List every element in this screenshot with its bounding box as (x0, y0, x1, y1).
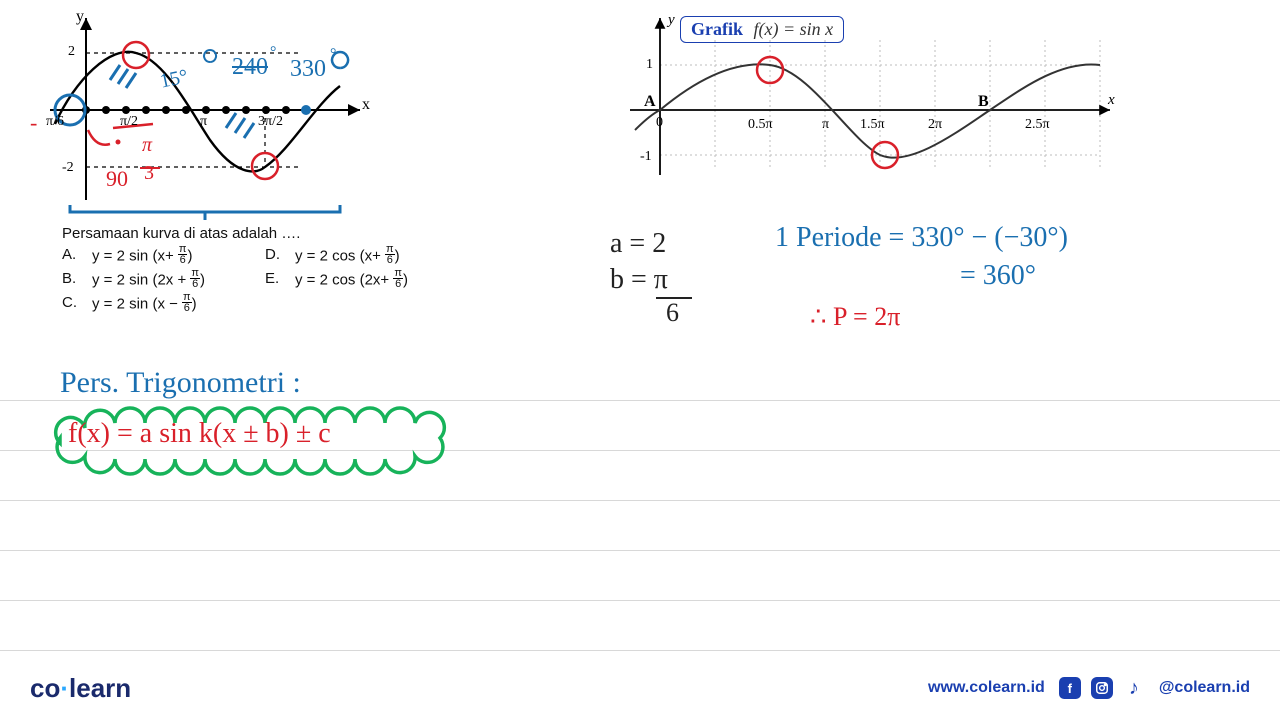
page-canvas: y x 2 -2 π/6 π/2 π 3π/2 - 15° 240 330 ° … (0, 0, 1280, 720)
svg-text:2.5π: 2.5π (1025, 117, 1050, 132)
svg-text:0: 0 (656, 115, 663, 130)
x-axis-label: x (362, 96, 370, 114)
pers-title: Pers. Trigonometri : (60, 366, 301, 400)
choice-text: y = 2 sin (2x + π6) (92, 270, 205, 291)
formula-text: f(x) = a sin k(x ± b) ± c (68, 418, 331, 450)
xtick-pi2: π/2 (120, 114, 138, 130)
footer-handle[interactable]: @colearn.id (1159, 679, 1250, 697)
svg-text:1.5π: 1.5π (860, 117, 885, 132)
ann-330: 330 (290, 56, 326, 83)
choice-letter: A. (62, 246, 80, 267)
periode-2: = 360° (960, 260, 1036, 292)
svg-text:B: B (978, 93, 989, 110)
svg-text:y: y (666, 12, 675, 28)
tiktok-icon[interactable]: ♪ (1123, 677, 1145, 699)
svg-text:A: A (644, 93, 656, 110)
svg-text:2π: 2π (928, 117, 942, 132)
left-graph-svg (40, 10, 380, 220)
choice-letter: B. (62, 270, 80, 291)
xtick-pi6: π/6 (46, 114, 64, 130)
choice-letter: D. (265, 246, 283, 267)
footer: co·learn www.colearn.id f ♪ @colearn.id (0, 668, 1280, 708)
svg-text:1: 1 (646, 57, 653, 72)
choices-col-1: A. y = 2 sin (x+ π6) B. y = 2 sin (2x + … (62, 246, 205, 315)
svg-text:-1: -1 (640, 149, 652, 164)
svg-text:π: π (822, 117, 829, 132)
brand-pre: co (30, 673, 60, 703)
question-block: Persamaan kurva di atas adalah …. A. y =… (62, 225, 602, 315)
right-graph: A B y x 1 -1 0 0.5π π 1.5π 2π 2.5π (600, 10, 1120, 210)
b-equals-den: 6 (666, 298, 679, 328)
choice-c[interactable]: C. y = 2 sin (x − π6) (62, 294, 205, 315)
choice-a[interactable]: A. y = 2 sin (x+ π6) (62, 246, 205, 267)
rule-line (0, 400, 1280, 401)
choices: A. y = 2 sin (x+ π6) B. y = 2 sin (2x + … (62, 246, 602, 315)
ann-240: 240 (232, 54, 268, 81)
footer-right: www.colearn.id f ♪ @colearn.id (928, 677, 1250, 699)
ann-pi: π (142, 134, 152, 157)
formula-cloud: f(x) = a sin k(x ± b) ± c (50, 408, 490, 468)
choice-e[interactable]: E. y = 2 cos (2x+ π6) (265, 270, 408, 291)
y-axis-label: y (76, 8, 84, 26)
choice-text: y = 2 sin (x+ π6) (92, 246, 192, 267)
periode-1: 1 Periode = 330° − (−30°) (775, 222, 1068, 254)
instagram-icon[interactable] (1091, 677, 1113, 699)
ann-90: 90 (106, 166, 128, 192)
choice-text: y = 2 cos (2x+ π6) (295, 270, 408, 291)
choice-text: y = 2 sin (x − π6) (92, 294, 197, 315)
choices-col-2: D. y = 2 cos (x+ π6) E. y = 2 cos (2x+ π… (265, 246, 408, 315)
choice-letter: E. (265, 270, 283, 291)
neg-sign: - (30, 110, 37, 136)
svg-text:0.5π: 0.5π (748, 117, 773, 132)
question-prompt: Persamaan kurva di atas adalah …. (62, 225, 602, 242)
b-equals-num: b = π (610, 264, 668, 296)
choice-b[interactable]: B. y = 2 sin (2x + π6) (62, 270, 205, 291)
brand-dot-icon: · (60, 673, 69, 703)
ytick-m2: -2 (62, 160, 74, 176)
ann-deg2: ° (330, 46, 336, 64)
ytick-2: 2 (68, 44, 75, 60)
facebook-icon[interactable]: f (1059, 677, 1081, 699)
ann-deg1: ° (270, 44, 276, 62)
choice-text: y = 2 cos (x+ π6) (295, 246, 400, 267)
p-eq: ∴ P = 2π (810, 302, 900, 332)
brand-post: learn (69, 673, 131, 703)
rule-line (0, 550, 1280, 551)
ann-3: 3 (144, 162, 154, 185)
xtick-pi: π (200, 114, 207, 130)
left-graph: y x 2 -2 π/6 π/2 π 3π/2 - (40, 10, 380, 200)
right-graph-svg: A B y x 1 -1 0 0.5π π 1.5π 2π 2.5π (600, 10, 1120, 190)
choice-d[interactable]: D. y = 2 cos (x+ π6) (265, 246, 408, 267)
rule-line (0, 600, 1280, 601)
svg-text:x: x (1107, 92, 1115, 108)
choice-letter: C. (62, 294, 80, 315)
xtick-3pi2: 3π/2 (258, 114, 283, 130)
footer-url[interactable]: www.colearn.id (928, 679, 1045, 697)
rule-line (0, 500, 1280, 501)
rule-line (0, 650, 1280, 651)
social-icons: f ♪ (1059, 677, 1145, 699)
a-equals: a = 2 (610, 228, 666, 260)
brand-logo: co·learn (30, 673, 131, 704)
